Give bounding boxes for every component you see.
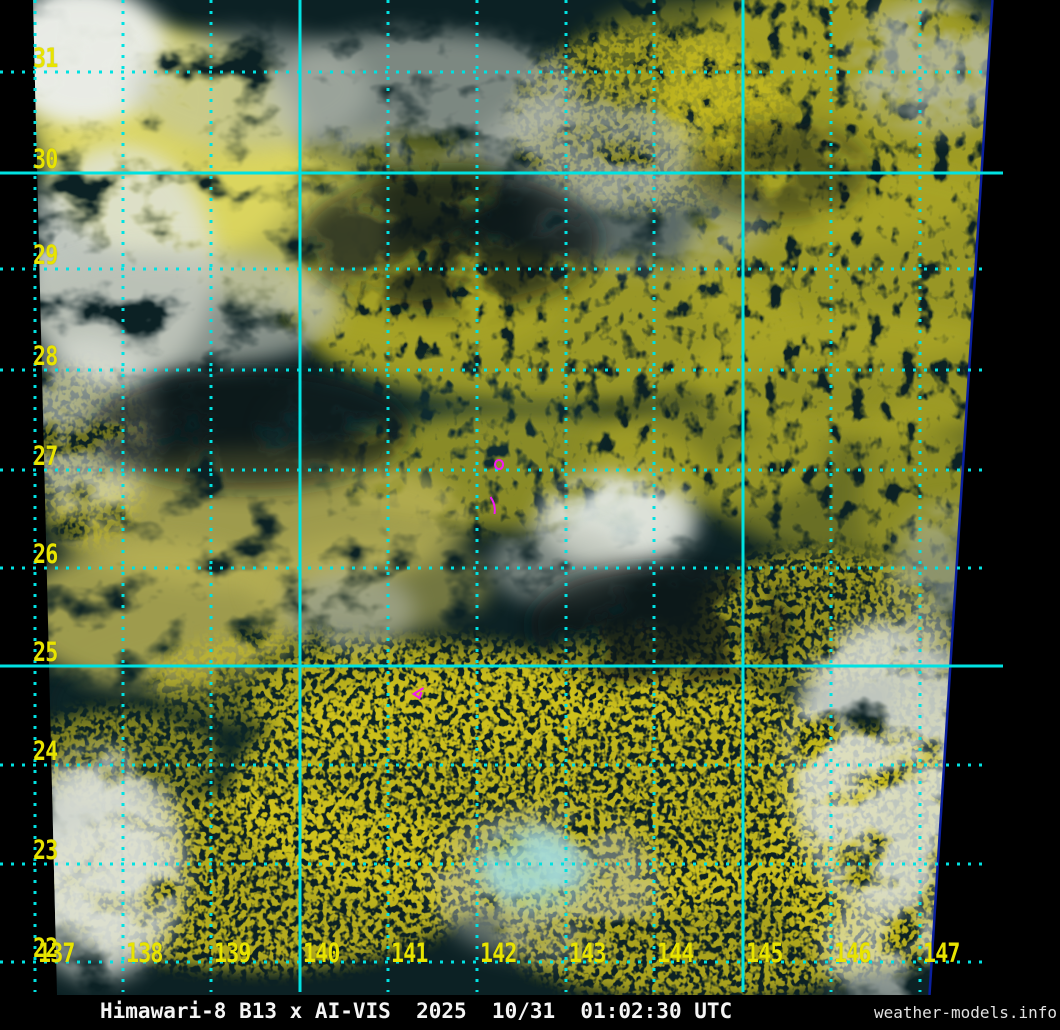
cloud-artwork xyxy=(33,0,993,995)
caption-text: Himawari-8 B13 x AI-VIS 2025 10/31 01:02… xyxy=(100,999,733,1023)
white-cloud-layer xyxy=(33,0,993,995)
caption-bar: Himawari-8 B13 x AI-VIS 2025 10/31 01:02… xyxy=(0,995,1060,1030)
lat-label-22: 22 xyxy=(33,933,58,964)
satellite-imagery xyxy=(33,0,993,995)
dark-gap-layer xyxy=(90,120,870,685)
site-watermark: weather-models.info xyxy=(873,1003,1057,1022)
